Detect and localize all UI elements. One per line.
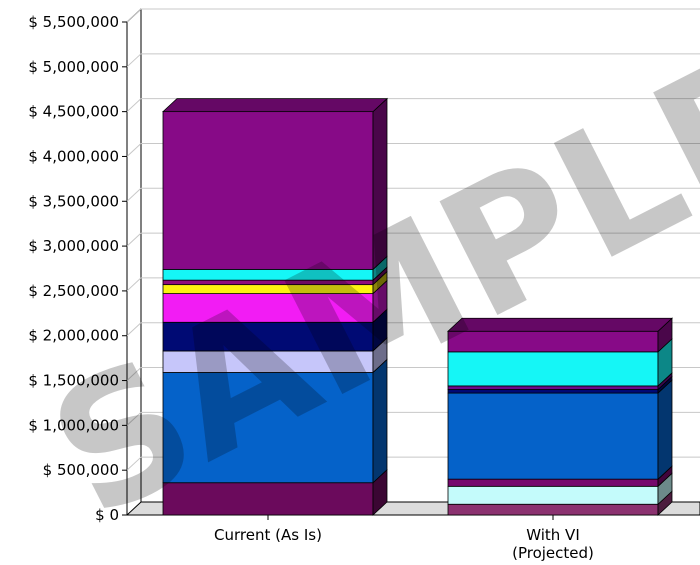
y-tick-label: $ 2,500,000 <box>28 282 119 300</box>
bar-segment <box>447 392 659 480</box>
bar-segment <box>447 503 659 516</box>
x-tick-label: With VI (Projected) <box>512 526 594 562</box>
y-tick-label: $ 4,000,000 <box>28 147 119 165</box>
gridline-side <box>126 232 142 247</box>
y-tick-label: $ 1,000,000 <box>28 416 119 434</box>
bar-segment <box>447 389 659 394</box>
gridline-side <box>126 411 142 426</box>
bar-stacks <box>161 97 674 516</box>
y-tick-label: $ 0 <box>95 506 119 524</box>
bar-segment <box>162 372 374 484</box>
y-tick-label: $ 3,500,000 <box>28 192 119 210</box>
bar-top-face <box>161 98 389 113</box>
y-tick-label: $ 4,500,000 <box>28 103 119 121</box>
y-axis: $ 0 $ 500,000 $ 1,000,000 $ 1,500,000 $ 2,00… <box>28 13 127 524</box>
gridline-side <box>126 53 142 68</box>
bar-top-face <box>446 317 674 332</box>
bar-stack <box>161 97 389 516</box>
y-tick-label: $ 1,500,000 <box>28 372 119 390</box>
y-tick-label: $ 5,000,000 <box>28 58 119 76</box>
bar-segment <box>447 385 659 390</box>
bar-segment-side <box>657 379 673 481</box>
gridline-side <box>126 187 142 202</box>
x-axis-labels: Current (As Is) With VI (Projected) <box>214 515 594 562</box>
bar-segment <box>162 321 374 352</box>
gridline-side <box>126 367 142 381</box>
bar-segment <box>162 482 374 516</box>
x-tick-label-line: With VI <box>526 526 580 544</box>
x-tick-label-line: (Projected) <box>512 544 594 562</box>
gridline-side <box>126 8 142 23</box>
gridline-side <box>126 98 142 113</box>
y-tick-label: $ 2,000,000 <box>28 327 119 345</box>
gridline-side <box>126 143 142 157</box>
bar-segment <box>447 478 659 487</box>
x-tick-label-line: Current (As Is) <box>214 526 322 544</box>
gridline-side <box>126 456 142 471</box>
y-tick-label: $ 5,500,000 <box>28 13 119 31</box>
bar-segment <box>162 111 374 270</box>
y-tick-label: $ 3,000,000 <box>28 237 119 255</box>
bar-stack <box>446 317 674 516</box>
gridline-side <box>126 322 142 337</box>
gridline-side <box>126 277 142 292</box>
bar-segment <box>447 485 659 505</box>
x-tick-label: Current (As Is) <box>214 526 322 544</box>
y-tick-label: $ 500,000 <box>43 461 119 479</box>
